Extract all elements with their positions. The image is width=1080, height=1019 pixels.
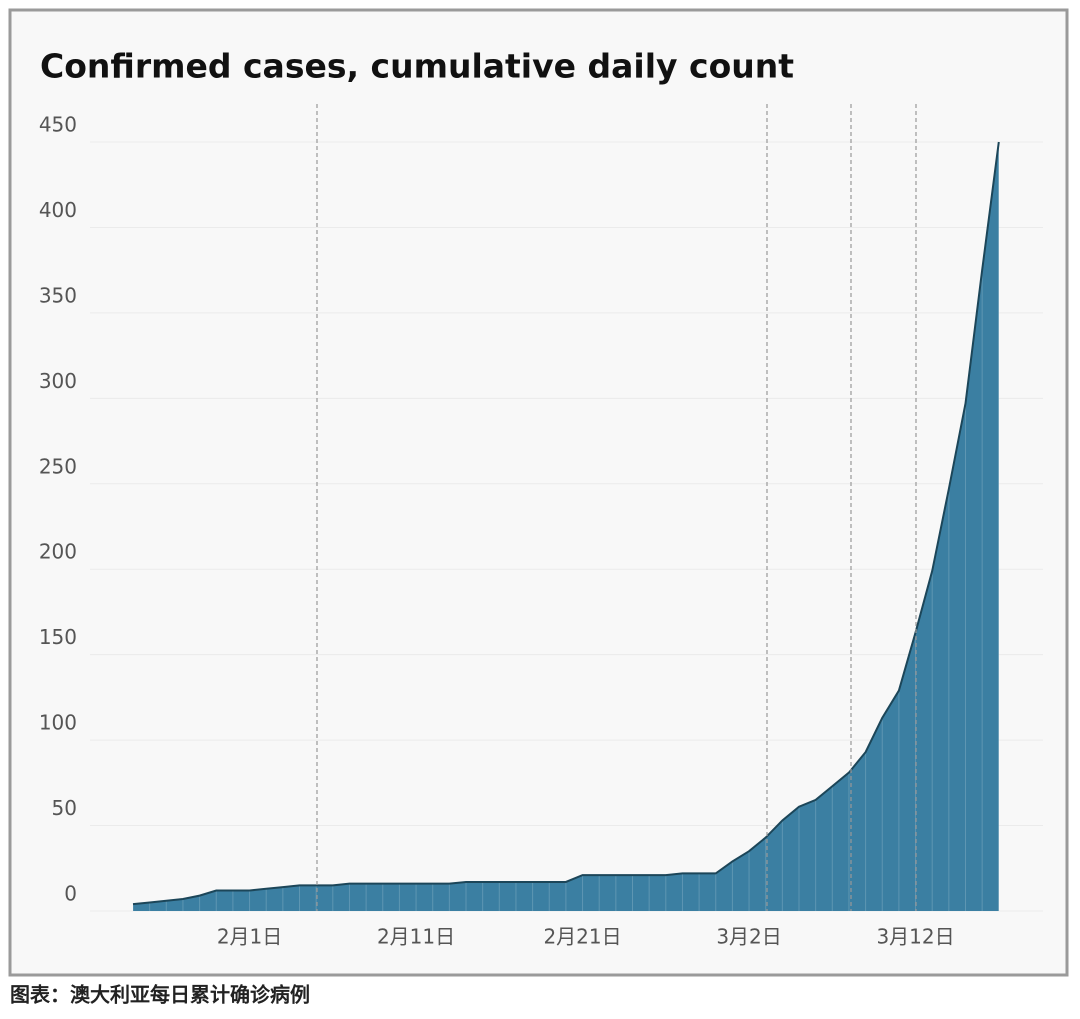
y-tick-label: 50 bbox=[52, 796, 77, 820]
y-tick-label: 250 bbox=[39, 454, 77, 478]
area bbox=[133, 142, 999, 911]
x-tick-label: 2月21日 bbox=[543, 925, 621, 949]
grid: 0 50 100 150 200 250 300 350 400 450 bbox=[39, 113, 1043, 912]
chart-title: Confirmed cases, cumulative daily count bbox=[40, 47, 794, 86]
plot: 2月1日 2月11日 2月21日 3月2日 3月12日 bbox=[132, 141, 1000, 949]
x-tick-label: 2月1日 bbox=[217, 925, 282, 949]
x-tick-label: 3月2日 bbox=[716, 925, 781, 949]
y-tick-label: 400 bbox=[39, 198, 77, 222]
y-tick-label: 350 bbox=[39, 283, 77, 307]
y-tick-label: 150 bbox=[39, 625, 77, 649]
y-tick-label: 0 bbox=[64, 882, 77, 906]
x-tick-label: 2月11日 bbox=[377, 925, 455, 949]
y-tick-label: 300 bbox=[39, 369, 77, 393]
caption: 图表：澳大利亚每日累计确诊病例 bbox=[10, 983, 310, 1007]
y-tick-label: 100 bbox=[39, 711, 77, 735]
y-tick-label: 450 bbox=[39, 113, 77, 137]
y-tick-label: 200 bbox=[39, 540, 77, 564]
x-tick-label: 3月12日 bbox=[876, 925, 954, 949]
line bbox=[132, 141, 1000, 906]
